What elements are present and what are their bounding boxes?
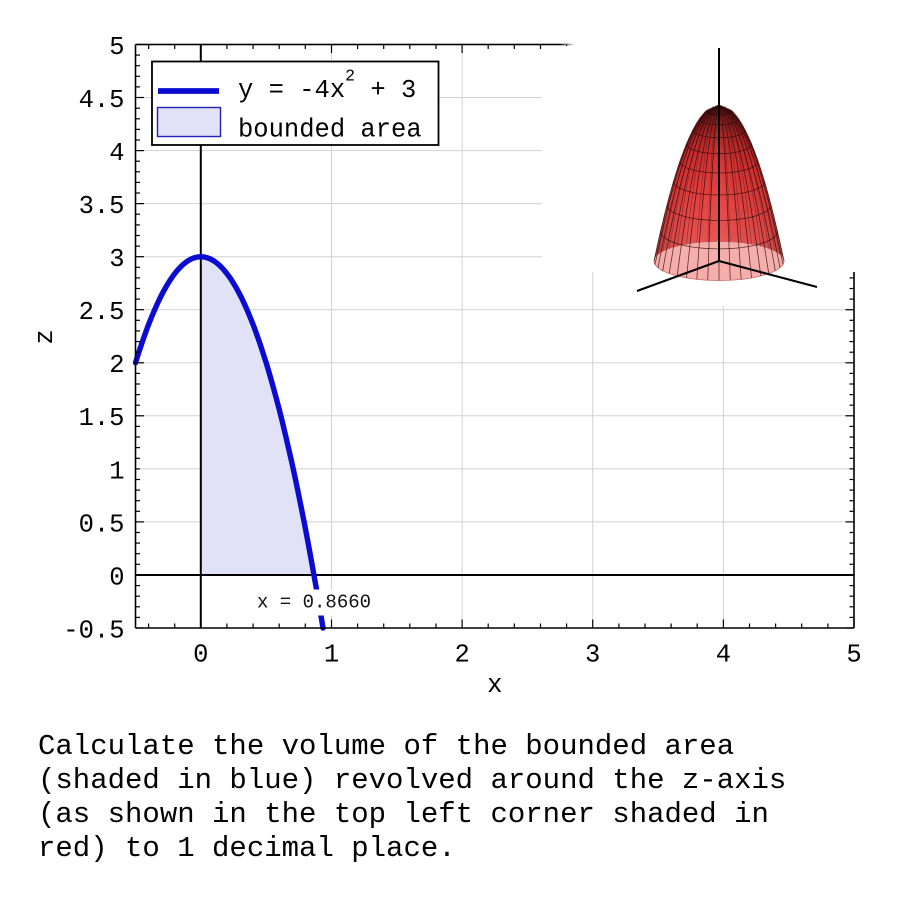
svg-text:1: 1 <box>109 457 124 486</box>
svg-text:4: 4 <box>716 641 731 670</box>
svg-text:2.5: 2.5 <box>79 298 125 327</box>
svg-text:(as shown in the top left corn: (as shown in the top left corner shaded … <box>38 798 769 831</box>
svg-text:1.5: 1.5 <box>79 404 125 433</box>
svg-text:(shaded in blue) revolved arou: (shaded in blue) revolved around the z-a… <box>38 764 786 797</box>
svg-text:4: 4 <box>109 139 124 168</box>
svg-text:red) to 1 decimal place.: red) to 1 decimal place. <box>38 832 456 865</box>
svg-text:0.5: 0.5 <box>79 510 125 539</box>
svg-text:2: 2 <box>454 641 469 670</box>
svg-text:3: 3 <box>109 245 124 274</box>
svg-text:2: 2 <box>109 351 124 380</box>
svg-text:5: 5 <box>846 641 861 670</box>
svg-text:z: z <box>31 329 60 344</box>
svg-text:bounded area: bounded area <box>238 116 422 145</box>
svg-text:0: 0 <box>109 563 124 592</box>
svg-text:Calculate the volume of the bo: Calculate the volume of the bounded area <box>38 730 734 763</box>
svg-text:4.5: 4.5 <box>79 86 125 115</box>
svg-text:x: x <box>487 671 502 700</box>
svg-text:3.5: 3.5 <box>79 192 125 221</box>
svg-text:-0.5: -0.5 <box>63 616 124 645</box>
svg-text:3: 3 <box>585 641 600 670</box>
svg-text:x = 0.8660: x = 0.8660 <box>257 592 371 614</box>
svg-text:1: 1 <box>324 641 339 670</box>
svg-text:5: 5 <box>109 33 124 62</box>
svg-text:0: 0 <box>193 641 208 670</box>
